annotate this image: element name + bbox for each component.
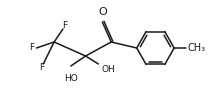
Text: HO: HO <box>64 74 78 83</box>
Text: F: F <box>62 20 67 30</box>
Text: F: F <box>39 64 44 72</box>
Text: OH: OH <box>101 66 115 74</box>
Text: F: F <box>29 43 34 53</box>
Text: CH₃: CH₃ <box>188 43 206 53</box>
Text: O: O <box>98 7 107 17</box>
